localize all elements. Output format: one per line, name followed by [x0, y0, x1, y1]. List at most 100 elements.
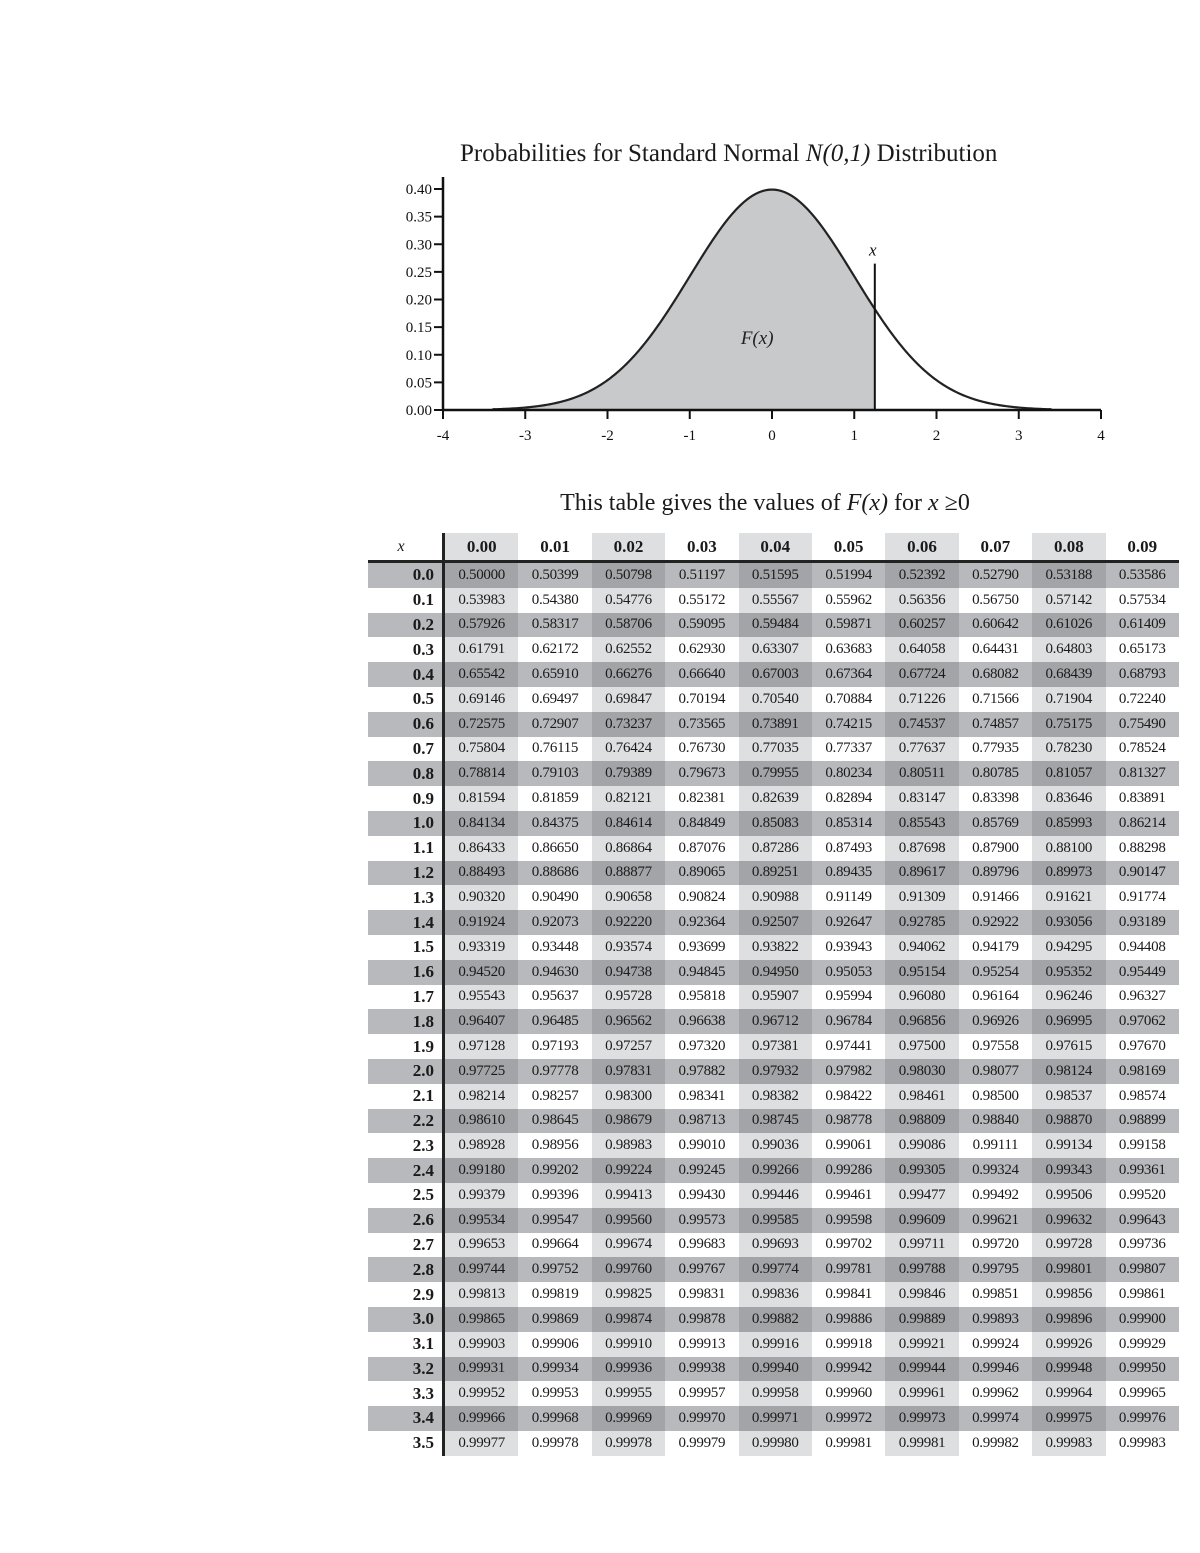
- table-row: 3.0 0.99865 0.99869 0.99874 0.99878 0.99882 0.…: [368, 1306, 1179, 1332]
- row-header: 2.7: [368, 1232, 445, 1258]
- table-cell: 0.86650: [518, 835, 592, 861]
- table-row: 0.6 0.72575 0.72907 0.73237 0.73565 0.73891 0.…: [368, 711, 1179, 737]
- chart-title-italic: N(0,1): [805, 140, 871, 167]
- corner-label: x: [368, 533, 445, 563]
- table-cell: 0.50399: [518, 561, 592, 588]
- table-cell: 0.99944: [885, 1356, 959, 1382]
- table-cell: 0.82381: [665, 786, 739, 811]
- table-cell: 0.99978: [518, 1430, 592, 1456]
- table-cell: 0.99813: [443, 1282, 519, 1307]
- table-header-row: x 0.00 0.01 0.02 0.03 0.04 0.05 0.06 0.07 0.08 0.0…: [368, 533, 1179, 563]
- table-cell: 0.67364: [811, 662, 886, 687]
- table-cell: 0.99461: [811, 1182, 886, 1208]
- table-cell: 0.95254: [958, 959, 1033, 985]
- table-cell: 0.94845: [665, 959, 739, 985]
- table-cell: 0.99971: [738, 1406, 812, 1431]
- table-row: 1.1 0.86433 0.86650 0.86864 0.87076 0.87286 0.…: [368, 835, 1179, 861]
- table-cell: 0.89617: [885, 860, 959, 886]
- table-cell: 0.99974: [958, 1406, 1033, 1431]
- table-cell: 0.94950: [738, 959, 812, 985]
- table-cell: 0.54380: [518, 587, 592, 613]
- column-header: 0.06: [885, 533, 959, 563]
- table-cell: 0.81327: [1105, 761, 1179, 787]
- table-cell: 0.99086: [885, 1133, 959, 1159]
- table-cell: 0.65173: [1105, 637, 1179, 663]
- table-cell: 0.98899: [1105, 1108, 1179, 1134]
- table-cell: 0.77035: [738, 736, 812, 762]
- y-tick-label: 0.20: [406, 293, 432, 309]
- row-header: 0.7: [368, 736, 445, 762]
- table-cell: 0.98382: [738, 1083, 812, 1109]
- table-cell: 0.52790: [958, 561, 1033, 588]
- y-tick-label: 0.25: [406, 265, 432, 281]
- table-cell: 0.97558: [958, 1034, 1033, 1059]
- table-cell: 0.87286: [738, 835, 812, 861]
- table-cell: 0.70194: [665, 686, 739, 712]
- table-cell: 0.98537: [1032, 1083, 1106, 1109]
- table-cell: 0.99936: [591, 1356, 666, 1382]
- table-cell: 0.99878: [665, 1306, 739, 1332]
- table-cell: 0.99982: [958, 1430, 1033, 1456]
- table-cell: 0.99361: [1105, 1158, 1179, 1183]
- table-cell: 0.93319: [443, 934, 519, 960]
- table-cell: 0.96327: [1105, 984, 1179, 1010]
- row-header: 1.4: [368, 910, 445, 935]
- table-cell: 0.99926: [1032, 1331, 1106, 1357]
- table-cell: 0.84849: [665, 810, 739, 836]
- table-cell: 0.91466: [958, 885, 1033, 911]
- table-cell: 0.95637: [518, 984, 592, 1010]
- row-header: 1.9: [368, 1034, 445, 1059]
- table-cell: 0.99752: [518, 1257, 592, 1283]
- table-cell: 0.99865: [443, 1306, 519, 1332]
- table-cell: 0.79389: [591, 761, 666, 787]
- column-header: 0.02: [591, 533, 666, 563]
- table-row: 2.8 0.99744 0.99752 0.99760 0.99767 0.99774 0.…: [368, 1257, 1179, 1283]
- row-header: 2.2: [368, 1108, 445, 1134]
- table-row: 1.8 0.96407 0.96485 0.96562 0.96638 0.96712 0.…: [368, 1009, 1179, 1035]
- table-cell: 0.99970: [665, 1406, 739, 1431]
- table-cell: 0.99632: [1032, 1207, 1106, 1233]
- row-header: 1.7: [368, 984, 445, 1010]
- table-cell: 0.92364: [665, 910, 739, 935]
- table-cell: 0.94520: [443, 959, 519, 985]
- table-title-text: This table gives the values of: [560, 490, 847, 516]
- x-tick-label: -3: [519, 428, 532, 444]
- table-cell: 0.92220: [591, 910, 666, 935]
- table-cell: 0.68082: [958, 662, 1033, 687]
- table-cell: 0.99825: [591, 1282, 666, 1307]
- table-row: 1.4 0.91924 0.92073 0.92220 0.92364 0.92507 0.…: [368, 910, 1179, 935]
- row-header: 3.3: [368, 1381, 445, 1407]
- table-cell: 0.74857: [958, 711, 1033, 737]
- table-cell: 0.87900: [958, 835, 1033, 861]
- table-cell: 0.50000: [443, 561, 519, 588]
- table-cell: 0.99918: [811, 1331, 886, 1357]
- table-cell: 0.86433: [443, 835, 519, 861]
- table-cell: 0.99702: [811, 1232, 886, 1258]
- table-cell: 0.72240: [1105, 686, 1179, 712]
- table-cell: 0.98257: [518, 1083, 592, 1109]
- table-cell: 0.89973: [1032, 860, 1106, 886]
- table-row: 2.6 0.99534 0.99547 0.99560 0.99573 0.99585 0.…: [368, 1207, 1179, 1233]
- column-header: 0.07: [958, 533, 1033, 563]
- table-row: 0.2 0.57926 0.58317 0.58706 0.59095 0.59484 0.…: [368, 612, 1179, 638]
- table-cell: 0.96562: [591, 1009, 666, 1035]
- table-cell: 0.98422: [811, 1083, 886, 1109]
- table-row: 0.0 0.50000 0.50399 0.50798 0.51197 0.51595 0.…: [368, 561, 1179, 588]
- column-header: 0.00: [443, 533, 519, 563]
- table-cell: 0.99831: [665, 1282, 739, 1307]
- table-cell: 0.97381: [738, 1034, 812, 1059]
- table-row: 0.7 0.75804 0.76115 0.76424 0.76730 0.77035 0.…: [368, 736, 1179, 762]
- table-cell: 0.82121: [591, 786, 666, 811]
- table-cell: 0.90147: [1105, 860, 1179, 886]
- table-cell: 0.83398: [958, 786, 1033, 811]
- table-cell: 0.98778: [811, 1108, 886, 1134]
- table-cell: 0.99609: [885, 1207, 959, 1233]
- row-header: 2.8: [368, 1257, 445, 1283]
- table-cell: 0.96080: [885, 984, 959, 1010]
- table-cell: 0.60257: [885, 612, 959, 638]
- table-cell: 0.70540: [738, 686, 812, 712]
- table-cell: 0.99874: [591, 1306, 666, 1332]
- table-cell: 0.94738: [591, 959, 666, 985]
- table-cell: 0.99520: [1105, 1182, 1179, 1208]
- table-cell: 0.99983: [1105, 1430, 1179, 1456]
